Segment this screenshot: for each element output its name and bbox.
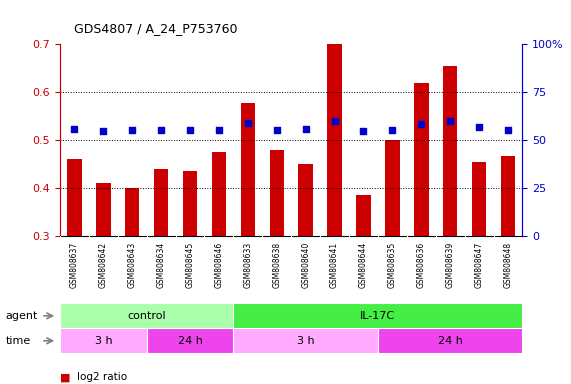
Text: time: time: [6, 336, 31, 346]
Bar: [299, 164, 313, 236]
Text: 24 h: 24 h: [178, 336, 203, 346]
Bar: [270, 150, 284, 236]
Bar: [125, 188, 139, 236]
Bar: [472, 162, 486, 236]
Bar: [147, 328, 234, 353]
Text: 3 h: 3 h: [95, 336, 112, 346]
Bar: [385, 140, 400, 236]
Text: GSM808636: GSM808636: [417, 242, 426, 288]
Text: GSM808645: GSM808645: [186, 242, 195, 288]
Bar: [60, 303, 234, 328]
Text: GSM808633: GSM808633: [243, 242, 252, 288]
Text: GSM808638: GSM808638: [272, 242, 282, 288]
Point: [359, 128, 368, 134]
Bar: [67, 159, 82, 236]
Point: [417, 121, 426, 127]
Text: GSM808648: GSM808648: [504, 242, 513, 288]
Point: [272, 127, 282, 133]
Point: [70, 126, 79, 132]
Text: GSM808644: GSM808644: [359, 242, 368, 288]
Text: 24 h: 24 h: [438, 336, 463, 346]
Bar: [60, 328, 147, 353]
Text: GSM808637: GSM808637: [70, 242, 79, 288]
Text: GDS4807 / A_24_P753760: GDS4807 / A_24_P753760: [74, 22, 238, 35]
Text: GSM808646: GSM808646: [215, 242, 223, 288]
Text: ■: ■: [60, 372, 70, 382]
Text: 3 h: 3 h: [297, 336, 315, 346]
Point: [330, 118, 339, 124]
Bar: [183, 171, 197, 236]
Bar: [96, 184, 111, 236]
Bar: [501, 156, 515, 236]
Text: log2 ratio: log2 ratio: [77, 372, 127, 382]
Point: [99, 128, 108, 134]
Text: GSM808647: GSM808647: [475, 242, 484, 288]
Point: [445, 118, 455, 124]
Bar: [234, 328, 378, 353]
Text: GSM808639: GSM808639: [446, 242, 455, 288]
Point: [128, 127, 137, 133]
Point: [243, 120, 252, 126]
Bar: [234, 303, 522, 328]
Point: [388, 127, 397, 133]
Point: [301, 126, 310, 132]
Bar: [378, 328, 522, 353]
Bar: [240, 103, 255, 236]
Text: agent: agent: [6, 311, 38, 321]
Point: [156, 127, 166, 133]
Bar: [443, 66, 457, 236]
Bar: [414, 83, 428, 236]
Point: [504, 127, 513, 133]
Text: IL-17C: IL-17C: [360, 311, 396, 321]
Text: GSM808634: GSM808634: [156, 242, 166, 288]
Bar: [327, 44, 342, 236]
Point: [186, 127, 195, 133]
Text: GSM808640: GSM808640: [301, 242, 310, 288]
Text: GSM808642: GSM808642: [99, 242, 108, 288]
Text: GSM808635: GSM808635: [388, 242, 397, 288]
Text: GSM808641: GSM808641: [330, 242, 339, 288]
Bar: [356, 195, 371, 236]
Bar: [154, 169, 168, 236]
Point: [214, 127, 223, 133]
Text: control: control: [127, 311, 166, 321]
Text: GSM808643: GSM808643: [128, 242, 136, 288]
Bar: [212, 152, 226, 236]
Point: [475, 124, 484, 130]
